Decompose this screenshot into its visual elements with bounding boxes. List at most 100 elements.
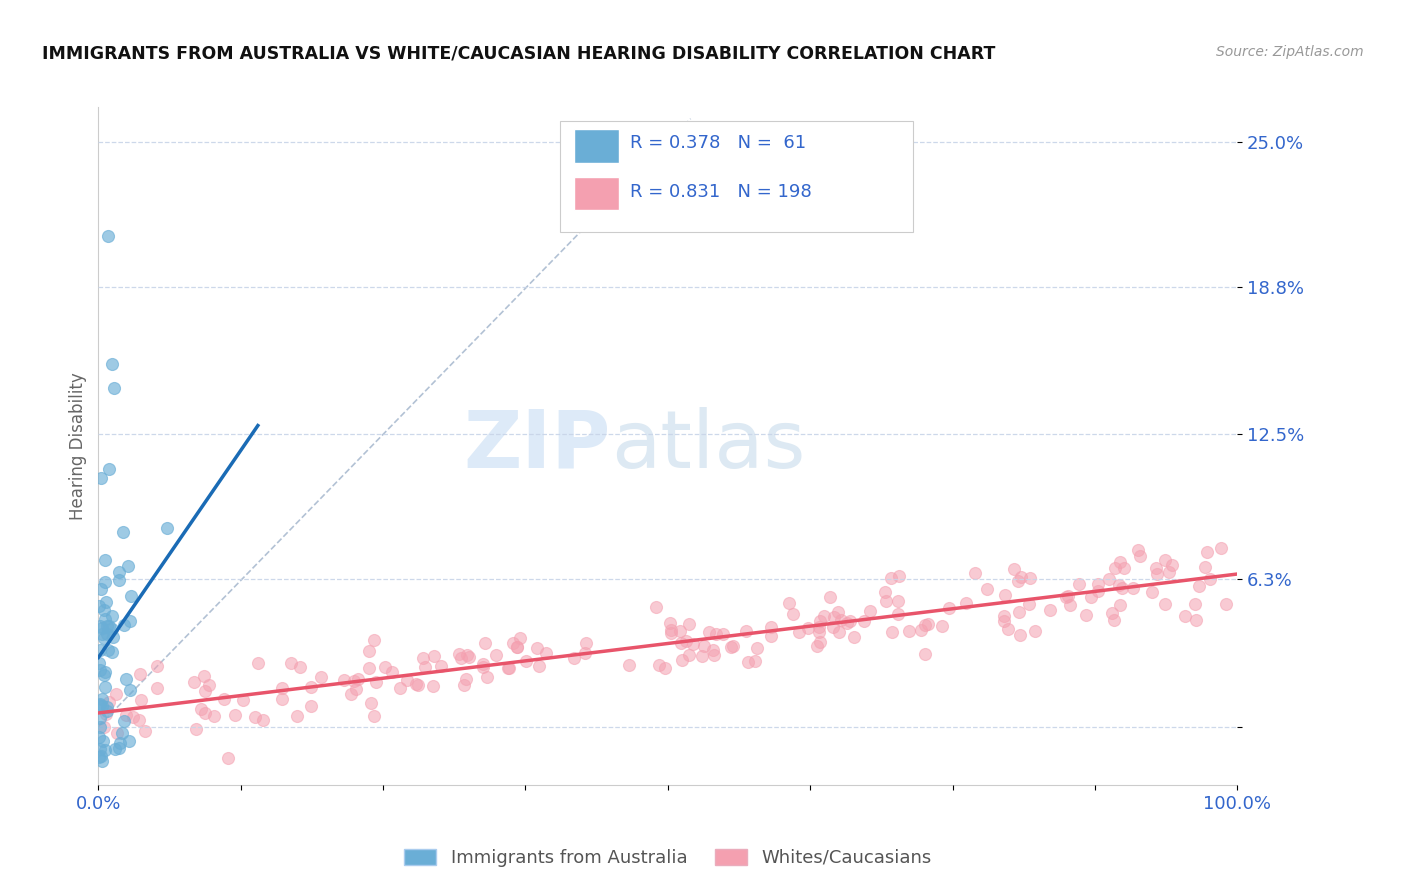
Point xyxy=(105,687,128,701)
Point xyxy=(450,650,472,665)
Point xyxy=(1154,597,1177,611)
Point xyxy=(706,627,728,641)
Point xyxy=(405,677,427,691)
Point xyxy=(344,681,367,696)
Point xyxy=(96,704,118,718)
Point xyxy=(917,616,939,631)
Point xyxy=(101,357,124,371)
Point xyxy=(471,660,494,674)
Text: R = 0.378   N =  61: R = 0.378 N = 61 xyxy=(630,134,807,152)
Point xyxy=(423,648,446,663)
Point xyxy=(93,575,115,590)
Point xyxy=(120,614,142,628)
Point xyxy=(96,619,118,633)
Point xyxy=(90,691,112,706)
Point xyxy=(1209,541,1232,556)
Point xyxy=(1198,572,1220,586)
Point xyxy=(938,601,960,615)
Point xyxy=(288,659,311,673)
Point xyxy=(89,697,111,711)
Point xyxy=(475,670,498,684)
Point xyxy=(839,614,862,628)
Point xyxy=(97,643,120,657)
Point xyxy=(363,632,385,647)
Point xyxy=(87,730,110,744)
Point xyxy=(299,680,322,694)
Point xyxy=(1104,560,1126,574)
Point xyxy=(270,692,292,706)
Point xyxy=(887,569,910,583)
Point xyxy=(1109,598,1132,612)
Point xyxy=(472,657,495,672)
Point xyxy=(374,660,396,674)
Point xyxy=(562,651,585,665)
Point xyxy=(108,565,131,579)
Point xyxy=(1111,582,1133,596)
Point xyxy=(648,657,671,672)
Legend: Immigrants from Australia, Whites/Caucasians: Immigrants from Australia, Whites/Caucas… xyxy=(396,841,939,874)
Point xyxy=(246,656,269,670)
Point xyxy=(89,741,111,756)
Point xyxy=(93,680,115,694)
Point xyxy=(1184,597,1206,611)
Point xyxy=(357,661,380,675)
Point xyxy=(90,471,112,485)
Point xyxy=(1019,571,1042,585)
Point xyxy=(105,725,128,739)
Point xyxy=(89,720,111,734)
Point xyxy=(778,596,800,610)
Point xyxy=(485,648,508,662)
Point xyxy=(357,643,380,657)
Point xyxy=(87,698,110,712)
Point xyxy=(134,723,156,738)
Point xyxy=(496,660,519,674)
Point xyxy=(797,621,820,635)
Point xyxy=(96,706,118,721)
Point xyxy=(366,675,388,690)
Point xyxy=(449,648,471,662)
Point xyxy=(1007,574,1029,588)
Point xyxy=(702,643,724,657)
Point xyxy=(654,661,676,675)
Point xyxy=(96,700,118,714)
Point xyxy=(412,651,434,665)
Point xyxy=(90,621,112,635)
Point xyxy=(232,693,254,707)
Point xyxy=(744,654,766,668)
Point xyxy=(112,714,135,729)
Point xyxy=(1146,567,1168,582)
Point xyxy=(340,687,363,701)
Point xyxy=(675,634,697,648)
Point xyxy=(808,614,831,628)
Point xyxy=(91,734,114,748)
Point xyxy=(575,636,598,650)
Point xyxy=(887,607,910,621)
Point xyxy=(659,625,682,640)
Point xyxy=(745,640,768,655)
Point xyxy=(474,635,496,649)
Point xyxy=(827,605,849,619)
Point xyxy=(1159,565,1181,579)
Point xyxy=(1195,545,1218,559)
Point xyxy=(190,702,212,716)
Point xyxy=(678,648,700,662)
Point xyxy=(129,693,152,707)
Point xyxy=(110,736,132,750)
Point xyxy=(108,574,131,588)
Point xyxy=(1067,577,1090,591)
Point xyxy=(93,631,115,645)
Point xyxy=(976,582,998,596)
Point xyxy=(721,639,744,653)
Point xyxy=(389,681,412,696)
Point xyxy=(720,640,742,654)
Point xyxy=(1098,572,1121,586)
Point xyxy=(875,593,897,607)
Point xyxy=(808,635,831,649)
Text: Source: ZipAtlas.com: Source: ZipAtlas.com xyxy=(1216,45,1364,59)
Point xyxy=(1161,558,1184,572)
Point xyxy=(111,524,134,539)
Point xyxy=(363,709,385,723)
Point xyxy=(1039,603,1062,617)
Point xyxy=(217,750,239,764)
Point xyxy=(104,741,127,756)
